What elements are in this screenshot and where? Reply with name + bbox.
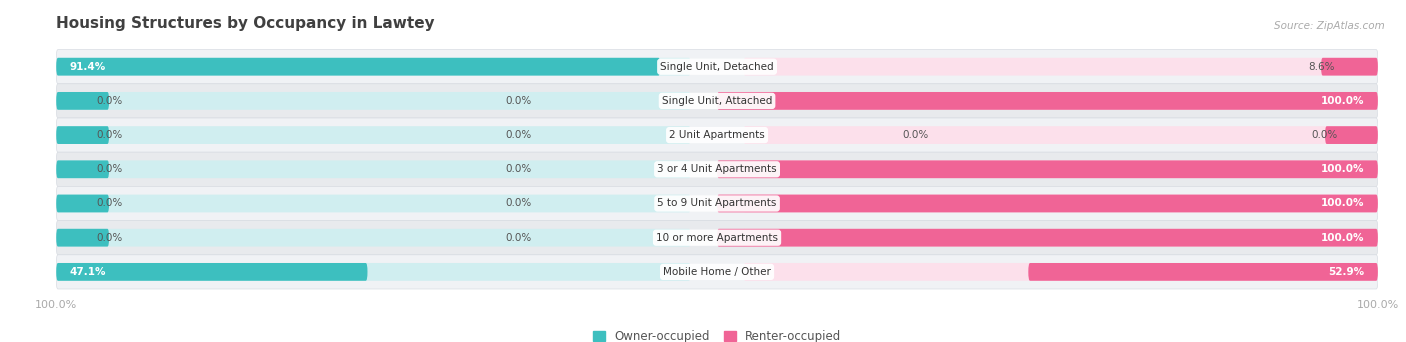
Text: 10 or more Apartments: 10 or more Apartments: [657, 233, 778, 243]
FancyBboxPatch shape: [56, 58, 690, 76]
FancyBboxPatch shape: [1324, 126, 1378, 144]
Text: 0.0%: 0.0%: [903, 130, 928, 140]
Text: 0.0%: 0.0%: [96, 233, 122, 243]
FancyBboxPatch shape: [56, 229, 110, 247]
FancyBboxPatch shape: [56, 84, 1378, 118]
FancyBboxPatch shape: [744, 195, 1378, 212]
FancyBboxPatch shape: [56, 263, 690, 281]
FancyBboxPatch shape: [56, 126, 110, 144]
Text: 0.0%: 0.0%: [1312, 130, 1339, 140]
FancyBboxPatch shape: [56, 195, 110, 212]
Text: 8.6%: 8.6%: [1308, 62, 1334, 72]
Text: 2 Unit Apartments: 2 Unit Apartments: [669, 130, 765, 140]
Text: 91.4%: 91.4%: [69, 62, 105, 72]
FancyBboxPatch shape: [56, 92, 110, 110]
FancyBboxPatch shape: [56, 195, 690, 212]
FancyBboxPatch shape: [744, 160, 1378, 178]
FancyBboxPatch shape: [56, 263, 367, 281]
FancyBboxPatch shape: [56, 58, 661, 76]
Text: Single Unit, Detached: Single Unit, Detached: [661, 62, 773, 72]
FancyBboxPatch shape: [56, 92, 690, 110]
FancyBboxPatch shape: [56, 229, 690, 247]
Text: 0.0%: 0.0%: [96, 130, 122, 140]
Text: 3 or 4 Unit Apartments: 3 or 4 Unit Apartments: [657, 164, 778, 174]
FancyBboxPatch shape: [56, 152, 1378, 186]
FancyBboxPatch shape: [744, 58, 1378, 76]
FancyBboxPatch shape: [56, 126, 690, 144]
Text: 0.0%: 0.0%: [506, 198, 531, 209]
Text: 0.0%: 0.0%: [96, 164, 122, 174]
FancyBboxPatch shape: [56, 221, 1378, 255]
FancyBboxPatch shape: [717, 92, 1378, 110]
FancyBboxPatch shape: [744, 92, 1378, 110]
Text: 0.0%: 0.0%: [506, 233, 531, 243]
Text: Mobile Home / Other: Mobile Home / Other: [664, 267, 770, 277]
FancyBboxPatch shape: [1322, 58, 1378, 76]
FancyBboxPatch shape: [744, 263, 1378, 281]
FancyBboxPatch shape: [744, 229, 1378, 247]
Text: 0.0%: 0.0%: [506, 96, 531, 106]
Text: Single Unit, Attached: Single Unit, Attached: [662, 96, 772, 106]
FancyBboxPatch shape: [56, 160, 110, 178]
FancyBboxPatch shape: [56, 50, 1378, 84]
Text: 5 to 9 Unit Apartments: 5 to 9 Unit Apartments: [658, 198, 776, 209]
Text: 100.0%: 100.0%: [1322, 164, 1365, 174]
Text: 100.0%: 100.0%: [1322, 233, 1365, 243]
Text: 52.9%: 52.9%: [1329, 267, 1365, 277]
Text: 100.0%: 100.0%: [1322, 198, 1365, 209]
Legend: Owner-occupied, Renter-occupied: Owner-occupied, Renter-occupied: [593, 330, 841, 342]
FancyBboxPatch shape: [744, 126, 1378, 144]
Text: 47.1%: 47.1%: [69, 267, 105, 277]
FancyBboxPatch shape: [1028, 263, 1378, 281]
FancyBboxPatch shape: [56, 255, 1378, 289]
Text: 0.0%: 0.0%: [506, 164, 531, 174]
FancyBboxPatch shape: [717, 229, 1378, 247]
Text: 0.0%: 0.0%: [96, 198, 122, 209]
Text: Housing Structures by Occupancy in Lawtey: Housing Structures by Occupancy in Lawte…: [56, 16, 434, 31]
FancyBboxPatch shape: [717, 160, 1378, 178]
FancyBboxPatch shape: [56, 118, 1378, 152]
Text: 0.0%: 0.0%: [96, 96, 122, 106]
FancyBboxPatch shape: [56, 160, 690, 178]
FancyBboxPatch shape: [56, 186, 1378, 221]
FancyBboxPatch shape: [717, 195, 1378, 212]
Text: 0.0%: 0.0%: [506, 130, 531, 140]
Text: Source: ZipAtlas.com: Source: ZipAtlas.com: [1274, 21, 1385, 30]
Text: 100.0%: 100.0%: [1322, 96, 1365, 106]
